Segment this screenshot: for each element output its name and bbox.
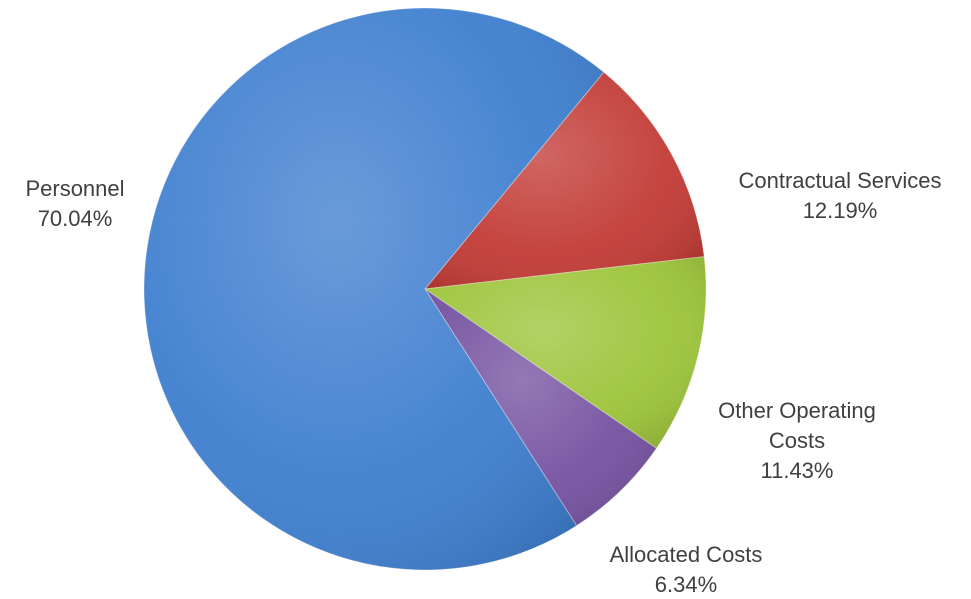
data-label-category: Contractual Services [739, 168, 942, 193]
data-label-percentage: 6.34% [655, 572, 717, 597]
data-label-category: Costs [769, 428, 825, 453]
data-label-category: Allocated Costs [610, 542, 763, 567]
data-label-other-operating-costs: Other Operating Costs 11.43% [718, 398, 876, 483]
pie-data-labels: Contractual Services 12.19% Other Operatin… [25, 168, 941, 597]
pie-slices [143, 7, 707, 571]
data-label-percentage: 11.43% [761, 458, 834, 483]
data-label-category: Personnel [25, 176, 124, 201]
data-label-percentage: 12.19% [803, 198, 878, 223]
data-label-allocated-costs: Allocated Costs 6.34% [610, 542, 763, 597]
data-label-personnel: Personnel 70.04% [25, 176, 124, 231]
data-label-contractual-services: Contractual Services 12.19% [739, 168, 942, 223]
data-label-category: Other Operating [718, 398, 876, 423]
data-label-percentage: 70.04% [38, 206, 113, 231]
